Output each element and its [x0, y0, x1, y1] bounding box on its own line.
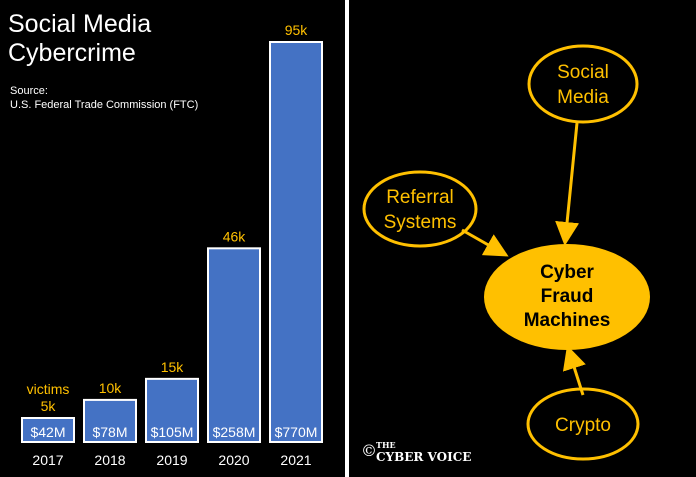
bar-2020 — [207, 247, 261, 443]
bar-value-label-2021: $770M — [275, 424, 318, 440]
x-tick-label-2018: 2018 — [94, 452, 125, 468]
node-crypto: Crypto — [526, 387, 640, 461]
bar-2021 — [269, 41, 323, 443]
brand-line-2: CYBER VOICE — [376, 450, 472, 464]
victims-prefix-label: victims — [27, 381, 70, 397]
brand-line-1: THE — [376, 440, 396, 450]
bar-2018 — [83, 398, 137, 444]
center-node: Cyber Fraud Machines — [484, 244, 650, 350]
center-line-1: Cyber — [540, 262, 594, 283]
bar-2019 — [145, 377, 199, 443]
chart-title-line-2: Cybercrime — [8, 39, 136, 67]
bar-value-label-2020: $258M — [213, 424, 256, 440]
copyright-symbol: © — [361, 441, 377, 460]
crypto-label: Crypto — [555, 415, 611, 436]
victims-label-2021: 95k — [285, 22, 309, 38]
arrow-social-to-center — [555, 122, 580, 246]
x-tick-label-2017: 2017 — [32, 452, 63, 468]
chart-title: Social Media Cybercrime — [8, 10, 151, 68]
victims-label-2019: 15k — [161, 359, 185, 375]
bar-value-label-2019: $105M — [151, 424, 194, 440]
chart-title-line-1: Social Media — [8, 10, 152, 38]
source-label: Source: — [10, 85, 48, 97]
victims-label-2017: 5k — [41, 398, 57, 414]
victims-label-2018: 10k — [99, 380, 123, 396]
x-tick-label-2021: 2021 — [280, 452, 311, 468]
source-name: U.S. Federal Trade Commission (FTC) — [10, 99, 199, 111]
x-tick-label-2019: 2019 — [156, 452, 187, 468]
referral-line-1: Referral — [386, 187, 454, 208]
victims-label-2020: 46k — [223, 228, 247, 244]
center-line-3: Machines — [524, 310, 611, 331]
referral-line-2: Systems — [384, 212, 457, 233]
bar-2017 — [21, 417, 75, 443]
x-tick-label-2020: 2020 — [218, 452, 249, 468]
arrow-crypto-to-center — [562, 345, 586, 396]
social-media-line-1: Social — [557, 62, 609, 83]
chart-source: Source: U.S. Federal Trade Commission (F… — [10, 84, 198, 112]
node-social-media: Social Media — [527, 44, 639, 124]
social-media-line-2: Media — [557, 87, 609, 108]
bar-value-label-2017: $42M — [30, 424, 65, 440]
arrow-referral-to-center — [461, 228, 509, 257]
bar-value-label-2018: $78M — [92, 424, 127, 440]
node-referral-systems: Referral Systems — [362, 170, 478, 248]
center-line-2: Fraud — [541, 286, 594, 307]
